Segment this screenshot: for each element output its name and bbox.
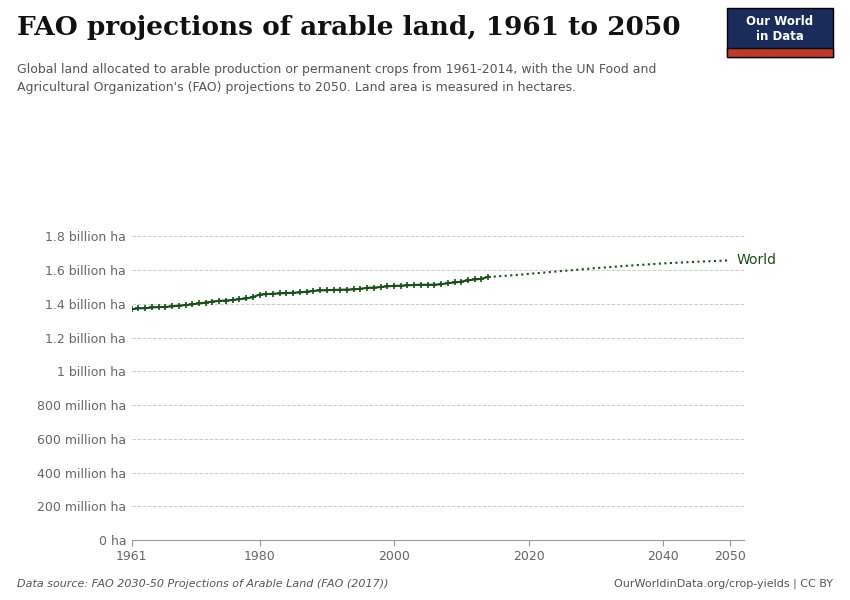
Text: OurWorldinData.org/crop-yields | CC BY: OurWorldinData.org/crop-yields | CC BY <box>614 578 833 589</box>
Text: World: World <box>737 253 777 268</box>
Text: Global land allocated to arable production or permanent crops from 1961-2014, wi: Global land allocated to arable producti… <box>17 63 656 94</box>
Text: FAO projections of arable land, 1961 to 2050: FAO projections of arable land, 1961 to … <box>17 15 681 40</box>
Text: in Data: in Data <box>756 30 804 43</box>
Text: Our World: Our World <box>746 15 813 28</box>
Text: Data source: FAO 2030-50 Projections of Arable Land (FAO (2017)): Data source: FAO 2030-50 Projections of … <box>17 579 388 589</box>
